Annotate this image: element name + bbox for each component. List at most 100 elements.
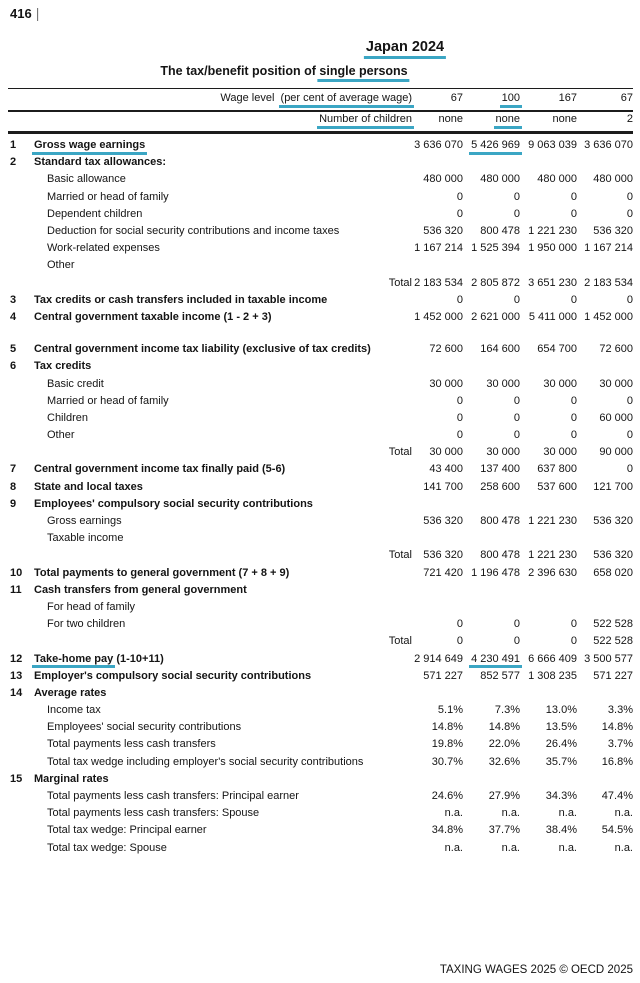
value-cell: 480 000 xyxy=(537,173,577,186)
value-cell: 2 805 872 xyxy=(471,276,520,289)
value-cell: 0 xyxy=(513,190,520,203)
value-cell: 0 xyxy=(513,293,520,306)
total-label: Total xyxy=(388,446,412,459)
value-cell: 72 600 xyxy=(429,343,463,356)
value-cell: 258 600 xyxy=(480,480,520,493)
row-label-cell: For head of family xyxy=(34,601,412,613)
row-label-cell: Married or head of family xyxy=(34,395,412,407)
value-cell: 30 000 xyxy=(543,377,577,390)
value-cell: 852 577 xyxy=(480,669,520,682)
table-row: Income tax 5.1% 7.3% 13.0% 3.3% xyxy=(8,702,633,719)
table-subtitle: The tax/benefit position of single perso… xyxy=(160,64,407,78)
value-cell: 30.7% xyxy=(431,755,463,768)
value-cell: 0 xyxy=(570,618,577,631)
row-label-cell: Central government income tax finally pa… xyxy=(34,464,412,475)
value-cell: 536 320 xyxy=(423,515,463,528)
row-label-cell: Work-related expenses xyxy=(34,243,412,254)
row-label-cell: Employer's compulsory social security co… xyxy=(34,670,412,682)
value-cell: 3 651 230 xyxy=(528,276,577,289)
value-cell: n.a. xyxy=(614,841,633,854)
value-cell: 54.5% xyxy=(601,824,633,837)
row-label-cell: Taxable income xyxy=(34,533,412,544)
row-label: Other xyxy=(47,259,75,272)
table-row: Total 30 000 30 000 30 000 90 000 xyxy=(8,444,633,461)
value-cell: 30 000 xyxy=(486,446,520,459)
value-cell: 480 000 xyxy=(423,173,463,186)
value-cell: 0 xyxy=(570,190,577,203)
value-cell: 1 950 000 xyxy=(528,242,577,255)
row-number: 6 xyxy=(10,360,17,373)
value-cell: 1 221 230 xyxy=(528,549,577,562)
row-label-cell: Total payments less cash transfers: Prin… xyxy=(34,791,412,802)
row-number: 7 xyxy=(10,463,17,476)
row-number: 5 xyxy=(10,343,17,356)
value-cell: 5.1% xyxy=(437,704,463,717)
row-label-cell: Total tax wedge including employer's soc… xyxy=(34,756,412,768)
row-label: Basic allowance xyxy=(47,173,126,186)
row-number: 3 xyxy=(10,293,17,306)
value-cell: 0 xyxy=(513,618,520,631)
row-label-cell: Income tax xyxy=(34,705,412,716)
value-cell: 30 000 xyxy=(543,446,577,459)
value-cell: 2 396 630 xyxy=(528,566,577,579)
row-label: Other xyxy=(47,429,75,442)
row-number: 15 xyxy=(10,772,23,785)
row-label-cell: Deduction for social security contributi… xyxy=(34,226,412,237)
value-cell: 6 666 409 xyxy=(528,652,577,665)
row-number: 8 xyxy=(10,480,17,493)
wage-level-col-3: 167 xyxy=(558,92,577,104)
table-row: Total 536 320 800 478 1 221 230 536 320 xyxy=(8,547,633,564)
row-number: 13 xyxy=(10,669,23,682)
row-label-cell: Other xyxy=(34,260,412,271)
table-row: Other 0 0 0 0 xyxy=(8,427,633,444)
table-row: 9 Employees' compulsory social security c… xyxy=(8,496,633,513)
row-label-cell: Central government taxable income (1 - 2… xyxy=(34,311,412,323)
row-label-cell: Marginal rates xyxy=(34,773,412,785)
value-cell: 0 xyxy=(626,207,633,220)
row-number: 12 xyxy=(10,652,23,665)
value-cell: n.a. xyxy=(501,841,520,854)
table-row: 11 Cash transfers from general government xyxy=(8,582,633,599)
row-label-cell: Total payments less cash transfers xyxy=(34,739,412,750)
page-number: 416 | xyxy=(10,5,39,21)
value-cell: 19.8% xyxy=(431,738,463,751)
children-header-row: Number of children none none none 2 xyxy=(8,111,633,127)
value-cell: 14.8% xyxy=(601,721,633,734)
row-label: Cash transfers from general government xyxy=(34,583,247,596)
table-row: 14 Average rates xyxy=(8,685,633,702)
value-cell: 0 xyxy=(456,618,463,631)
table-row: Total tax wedge including employer's soc… xyxy=(8,754,633,771)
table-header-bottom-rule xyxy=(8,131,633,134)
table-row: 4 Central government taxable income (1 - … xyxy=(8,309,633,326)
value-cell: 0 xyxy=(456,635,463,648)
row-label: Standard tax allowances: xyxy=(34,156,167,169)
row-label: Income tax xyxy=(47,704,101,717)
value-cell: 0 xyxy=(456,293,463,306)
total-label: Total xyxy=(388,549,412,562)
value-cell: 0 xyxy=(570,293,577,306)
table-row: Total payments less cash transfers: Spou… xyxy=(8,805,633,822)
value-cell: 141 700 xyxy=(423,480,463,493)
value-cell: 0 xyxy=(456,429,463,442)
value-cell: 0 xyxy=(570,635,577,648)
table-row: Total tax wedge: Spouse n.a. n.a. n.a. n.a. xyxy=(8,840,633,857)
children-col-2: none xyxy=(495,113,520,125)
row-label: Gross wage earnings xyxy=(34,140,145,151)
value-cell: 9 063 039 xyxy=(528,139,577,152)
table-row: Dependent children 0 0 0 0 xyxy=(8,206,633,223)
value-cell: 536 320 xyxy=(593,225,633,238)
row-number: 9 xyxy=(10,497,17,510)
row-label: Average rates xyxy=(34,686,107,699)
value-cell: 1 308 235 xyxy=(528,669,577,682)
value-cell: 522 528 xyxy=(593,635,633,648)
value-cell: 0 xyxy=(626,429,633,442)
row-label: Children xyxy=(47,411,88,424)
value-cell: 137 400 xyxy=(480,463,520,476)
table-row: 15 Marginal rates xyxy=(8,771,633,788)
value-cell: 0 xyxy=(456,190,463,203)
row-label-cell: Total tax wedge: Principal earner xyxy=(34,825,412,836)
table-row: 10 Total payments to general government (… xyxy=(8,565,633,582)
value-cell: 536 320 xyxy=(423,549,463,562)
row-number: 14 xyxy=(10,686,23,699)
table-row: 8 State and local taxes 141 700 258 600 537 … xyxy=(8,479,633,496)
